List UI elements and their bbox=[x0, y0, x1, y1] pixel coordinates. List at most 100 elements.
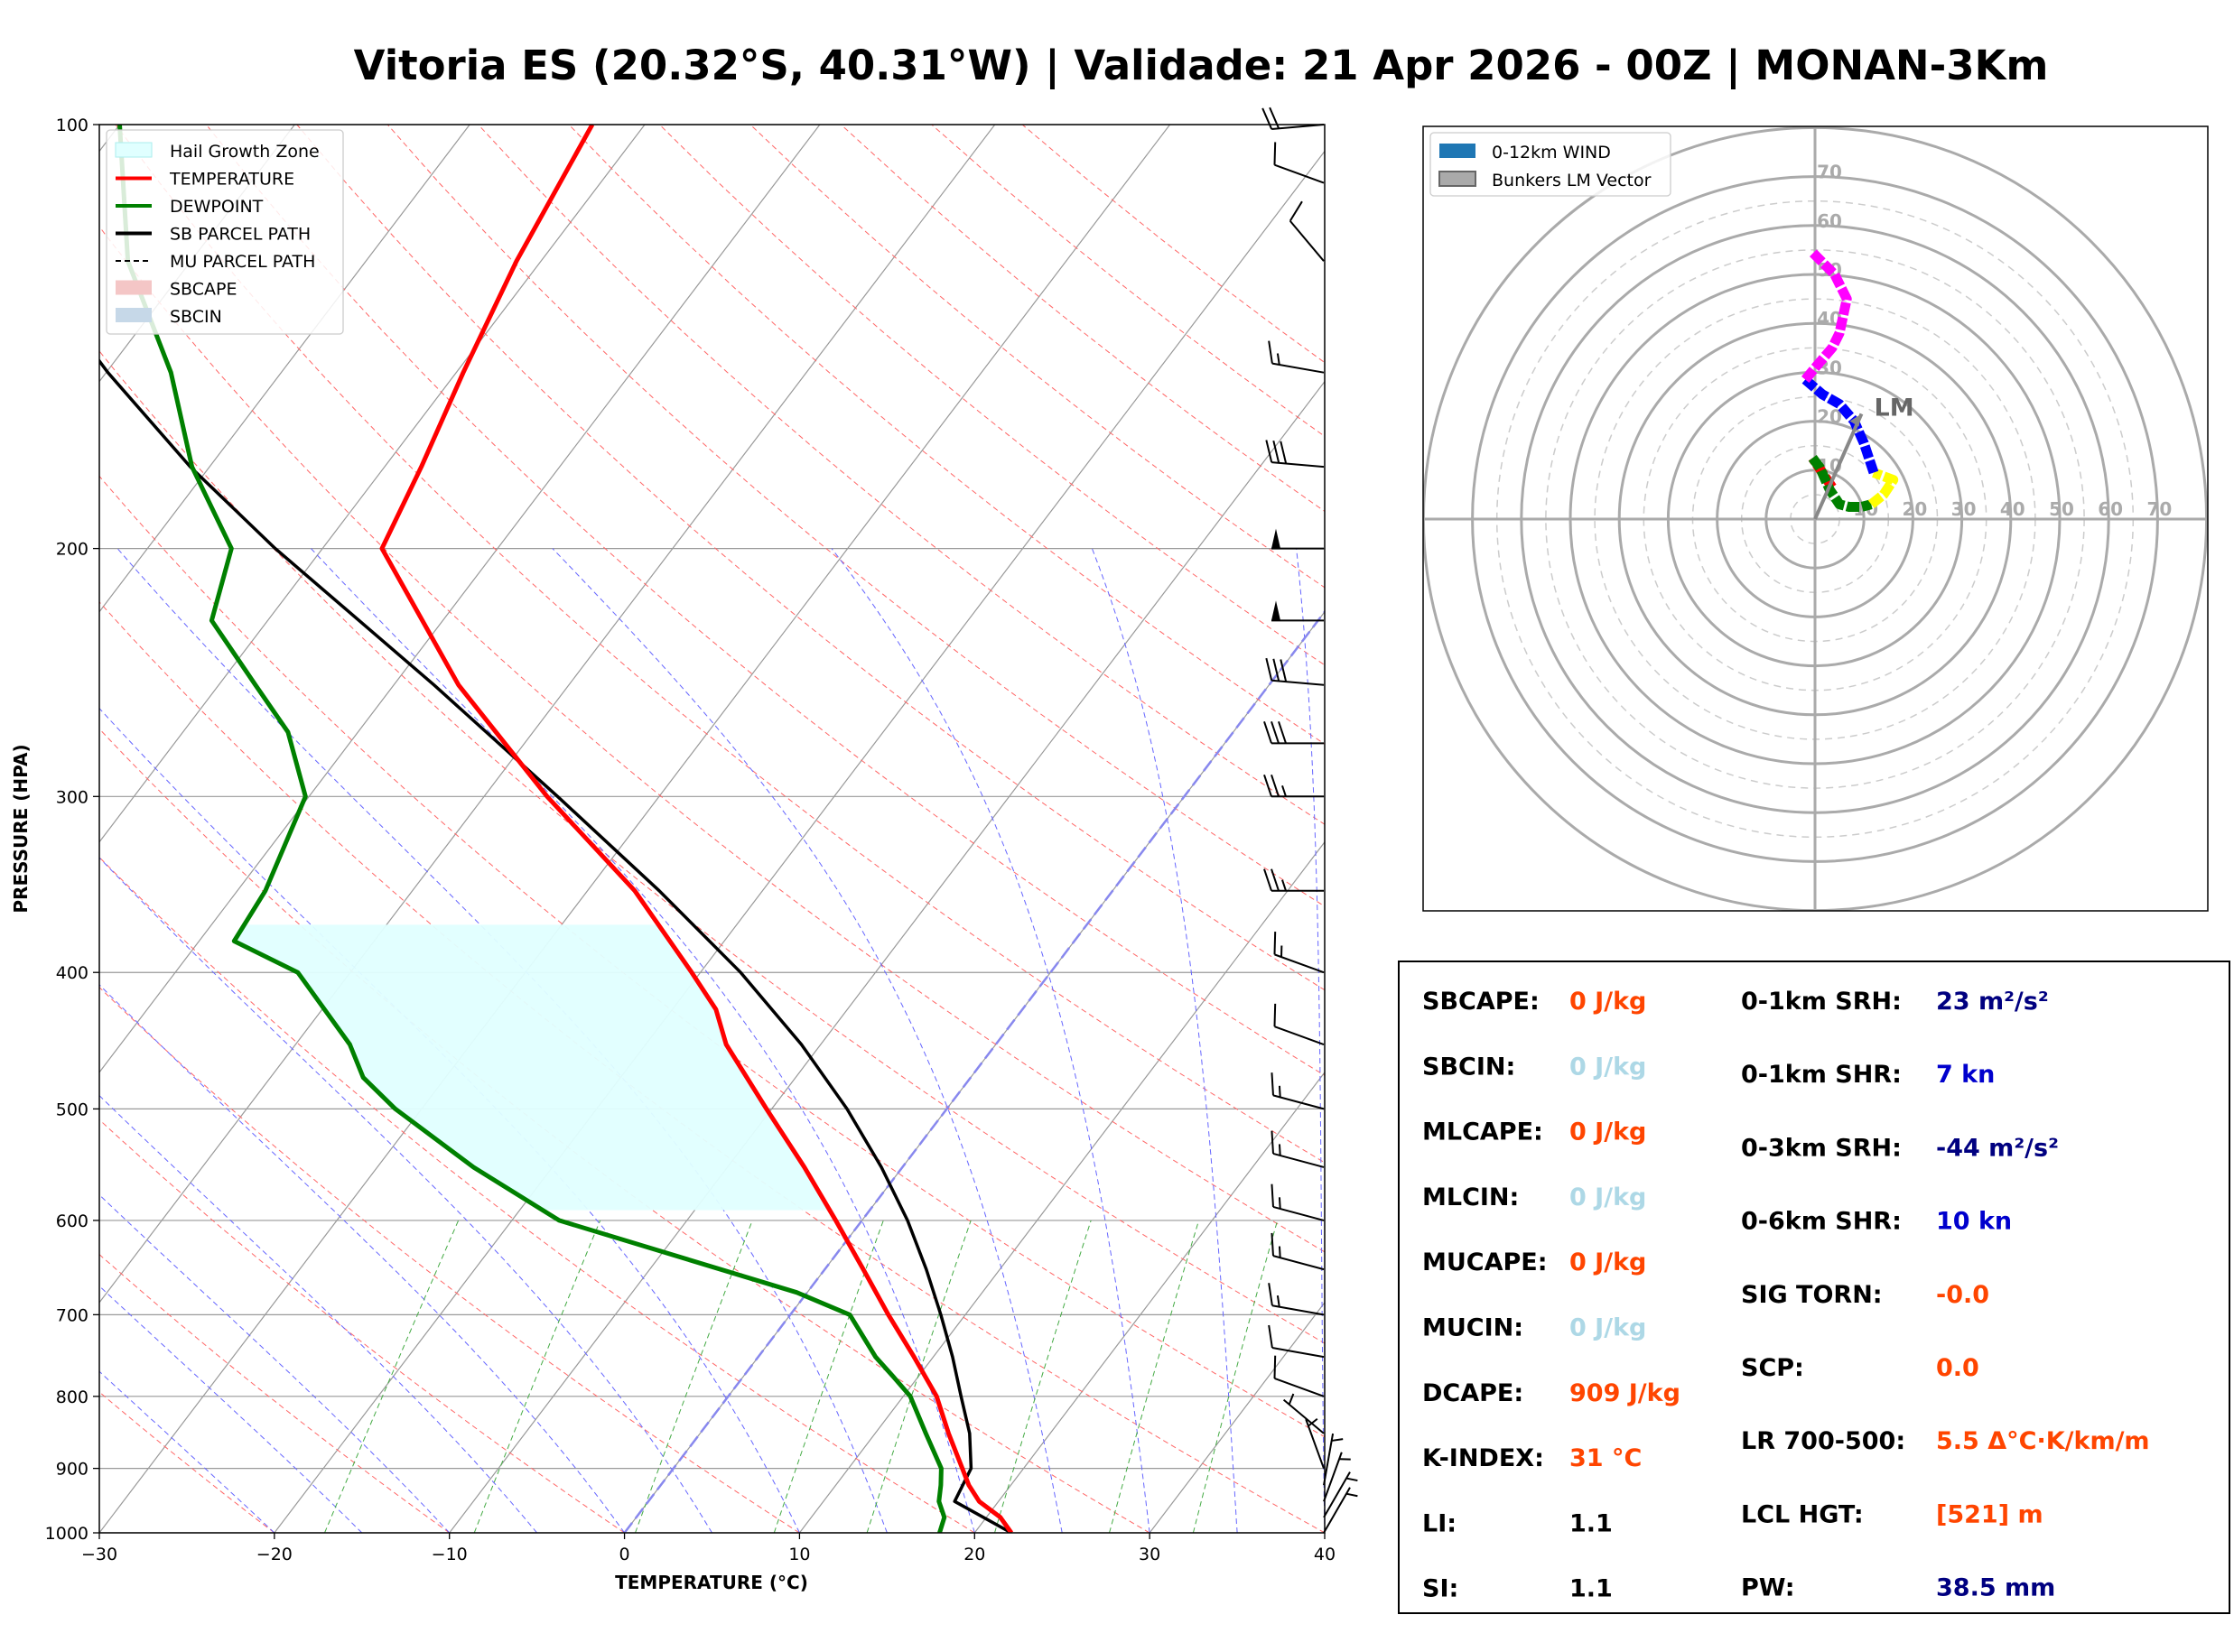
wind-barb bbox=[1268, 340, 1325, 374]
param-name: SIG TORN: bbox=[1741, 1281, 1883, 1309]
barb-shaft bbox=[1272, 1152, 1325, 1168]
moist-adiabat bbox=[116, 548, 888, 1533]
dry-adiabat bbox=[296, 125, 1325, 991]
hodograph-frame bbox=[1422, 125, 2209, 912]
legend-label: TEMPERATURE bbox=[169, 170, 294, 190]
moist-adiabat bbox=[99, 1094, 537, 1533]
legend-label: 0-12km WIND bbox=[1492, 143, 1611, 162]
isotherm bbox=[798, 840, 1325, 1533]
wind-barb bbox=[1273, 142, 1325, 184]
figure-title: Vitoria ES (20.32°S, 40.31°W) | Validade… bbox=[354, 42, 2049, 89]
wind-barb bbox=[1282, 1393, 1325, 1434]
barb-flag bbox=[1268, 1324, 1273, 1349]
wind-barb bbox=[1271, 1183, 1325, 1221]
barb-flag bbox=[1263, 868, 1272, 892]
wind-barb bbox=[1271, 1130, 1325, 1168]
barb-flag bbox=[1289, 200, 1303, 222]
barb-flag bbox=[1271, 1183, 1274, 1207]
barb-flag bbox=[1271, 1232, 1274, 1257]
barb-flag bbox=[1272, 440, 1280, 464]
barb-shaft bbox=[1274, 1378, 1325, 1397]
y-axis-title: PRESSURE (HPA) bbox=[10, 744, 32, 913]
barb-flag bbox=[1273, 142, 1277, 165]
barb-flag bbox=[1271, 721, 1280, 744]
barb-half-flag bbox=[1331, 1438, 1344, 1442]
x-tick-label: 10 bbox=[788, 1545, 810, 1564]
barb-flag bbox=[1280, 659, 1288, 682]
y-tick-label: 500 bbox=[56, 1100, 88, 1119]
dry-adiabat bbox=[99, 1118, 625, 1533]
hodograph-ring-label: 50 bbox=[2049, 498, 2074, 520]
x-tick-label: −20 bbox=[256, 1545, 293, 1564]
barb-flag bbox=[1263, 774, 1272, 797]
barb-shaft bbox=[1282, 1398, 1325, 1434]
moist-adiabat bbox=[99, 707, 800, 1533]
x-tick-label: 40 bbox=[1314, 1545, 1336, 1564]
hodograph-ring-label: 40 bbox=[2000, 498, 2025, 520]
param-value: 38.5 mm bbox=[1936, 1574, 2055, 1602]
skew-t-legend: Hail Growth Zone TEMPERATURE DEWPOINT SB PA… bbox=[106, 129, 344, 335]
y-tick-label: 900 bbox=[56, 1460, 88, 1480]
hodograph-ring-label: 60 bbox=[1817, 210, 1842, 232]
hodograph-ring-label: 30 bbox=[1951, 498, 1977, 520]
isotherm bbox=[99, 125, 646, 843]
param-name: PW: bbox=[1741, 1574, 1795, 1602]
param-value: 7 kn bbox=[1936, 1061, 1995, 1089]
legend-swatch bbox=[116, 308, 152, 322]
wind-barb bbox=[1261, 107, 1325, 131]
barb-half-flag bbox=[1276, 1295, 1280, 1307]
wind-barb bbox=[1305, 1417, 1325, 1469]
legend-label: SBCIN bbox=[170, 307, 222, 327]
barb-flag bbox=[1278, 721, 1287, 744]
moist-adiabat bbox=[1296, 548, 1325, 1533]
barb-flag bbox=[1280, 441, 1288, 464]
x-axis-title: TEMPERATURE (°C) bbox=[615, 1572, 808, 1593]
barb-half-flag bbox=[1339, 1458, 1351, 1461]
skew-t-frame bbox=[98, 124, 1326, 1534]
barb-flag bbox=[1263, 721, 1272, 744]
barb-shaft bbox=[1289, 220, 1325, 262]
moist-adiabat bbox=[99, 1285, 363, 1533]
legend-swatch bbox=[1438, 171, 1476, 187]
barb-half-flag bbox=[1276, 353, 1280, 366]
barb-half-flag bbox=[1345, 1477, 1358, 1482]
barb-flag bbox=[1265, 440, 1273, 463]
param-name: 0-1km SHR: bbox=[1741, 1061, 1902, 1089]
barb-flag bbox=[1272, 658, 1280, 682]
param-name: LCL HGT: bbox=[1741, 1500, 1864, 1528]
moist-adiabat bbox=[99, 1370, 275, 1533]
barb-shaft bbox=[1305, 1418, 1325, 1469]
bunkers-lm-arrowhead bbox=[1849, 413, 1862, 427]
barb-flag bbox=[1273, 1355, 1277, 1379]
isotherm bbox=[449, 380, 1325, 1533]
y-tick-label: 100 bbox=[56, 116, 88, 135]
isotherm bbox=[99, 125, 1171, 1533]
legend-swatch bbox=[1439, 144, 1475, 158]
barb-flag bbox=[1261, 107, 1273, 130]
wind-barb bbox=[1273, 1003, 1325, 1045]
hodograph-ring-label: 60 bbox=[2098, 498, 2123, 520]
barb-half-flag bbox=[1278, 1144, 1281, 1156]
x-tick-label: −30 bbox=[81, 1545, 117, 1564]
hodograph-ring-label: 70 bbox=[2146, 498, 2172, 520]
hodograph-ring-label: 20 bbox=[1902, 498, 1927, 520]
x-tick-label: 30 bbox=[1139, 1545, 1160, 1564]
isotherm bbox=[274, 150, 1325, 1533]
dry-adiabat bbox=[99, 856, 975, 1533]
barb-half-flag bbox=[1345, 1492, 1358, 1498]
param-value: -0.0 bbox=[1936, 1281, 1989, 1309]
barb-shaft bbox=[1323, 1487, 1351, 1534]
barb-shaft bbox=[1272, 1255, 1325, 1271]
isotherm bbox=[973, 1071, 1325, 1533]
wind-barb bbox=[1268, 1324, 1325, 1359]
parameters-box bbox=[1398, 961, 2230, 1614]
wind-barb bbox=[1271, 1072, 1325, 1110]
wind-barb bbox=[1263, 774, 1324, 798]
barb-flag bbox=[1269, 107, 1280, 129]
x-tick-label: −10 bbox=[432, 1545, 468, 1564]
skew-t-panel: −30 −20 −10 0 10 20 30 40 1000 900 800 700 600 500 400… bbox=[10, 107, 1358, 1593]
barb-shaft bbox=[1274, 1026, 1325, 1045]
param-value: 31 °C bbox=[1569, 1444, 1642, 1472]
hodograph-segment bbox=[1801, 376, 1879, 475]
